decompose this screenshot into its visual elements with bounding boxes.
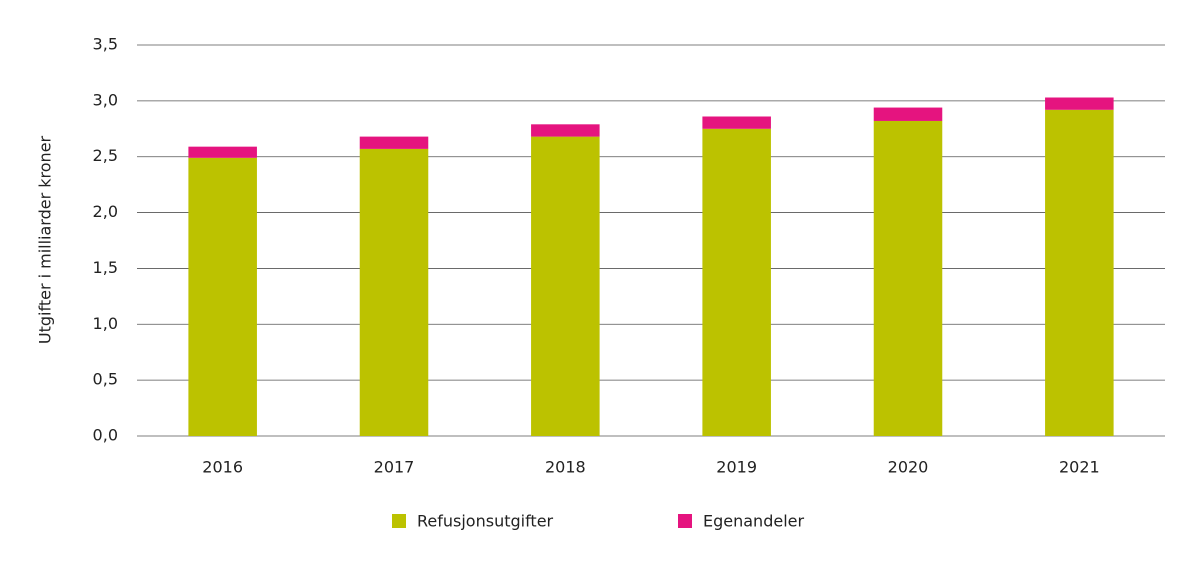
bar-segment xyxy=(1045,97,1114,110)
bar-segment xyxy=(188,157,257,436)
bar-segment xyxy=(359,148,429,436)
bar-segment xyxy=(873,120,943,437)
legend-label: Refusjonsutgifter xyxy=(417,512,554,531)
y-tick-label: 1,0 xyxy=(93,314,118,333)
x-tick-label: 2018 xyxy=(545,458,586,477)
bar-segment xyxy=(188,146,257,158)
legend-swatch xyxy=(392,514,406,528)
x-tick-label: 2016 xyxy=(202,458,243,477)
y-tick-label: 3,0 xyxy=(93,90,118,109)
y-tick-label: 0,5 xyxy=(93,370,118,389)
bar-segment xyxy=(1045,109,1114,437)
bar-segment xyxy=(359,136,429,149)
bar-segment xyxy=(531,124,600,137)
y-tick-label: 1,5 xyxy=(93,258,118,277)
y-tick-label: 2,0 xyxy=(93,202,118,221)
bar-segment xyxy=(702,128,771,437)
bar-segment xyxy=(873,107,943,121)
y-tick-label: 3,5 xyxy=(93,35,118,54)
y-axis-label: Utgifter i milliarder kroner xyxy=(36,135,55,344)
x-tick-label: 2020 xyxy=(888,458,929,477)
legend-label: Egenandeler xyxy=(703,512,804,531)
x-tick-label: 2017 xyxy=(374,458,415,477)
bar-segment xyxy=(531,136,600,436)
bar-segment xyxy=(702,116,771,129)
x-tick-label: 2021 xyxy=(1059,458,1100,477)
x-tick-label: 2019 xyxy=(716,458,757,477)
y-tick-label: 0,0 xyxy=(93,426,118,445)
legend-swatch xyxy=(678,514,692,528)
y-tick-label: 2,5 xyxy=(93,146,118,165)
